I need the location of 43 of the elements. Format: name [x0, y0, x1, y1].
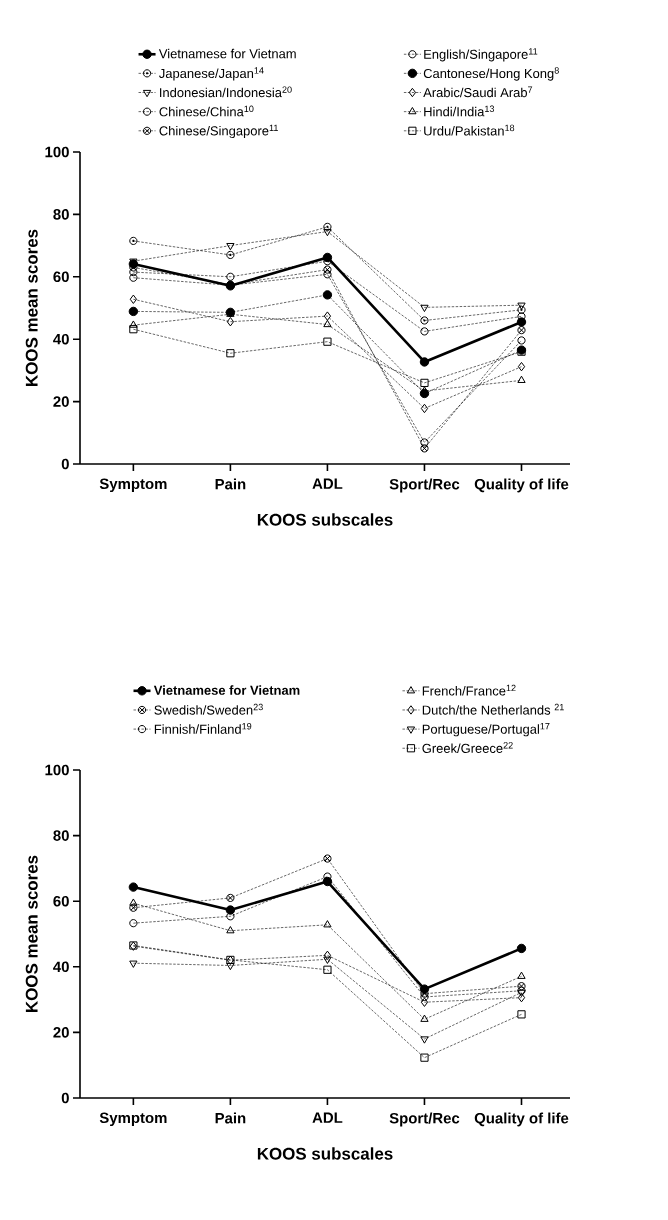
- y-axis-title: KOOS mean scores: [25, 855, 38, 1012]
- y-axis-title: KOOS mean scores: [25, 229, 38, 386]
- legend-label: Portuguese/Portugal$^{17}$: [422, 723, 550, 737]
- x-axis-title: KOOS subscales: [257, 1147, 393, 1160]
- legend-label: Swedish/Sweden$^{23}$: [154, 703, 263, 715]
- y-tick-label: 100: [45, 764, 69, 776]
- legend-label: Cantonese/Hong Kong$^{8}$: [423, 67, 559, 81]
- legend-label: Hindi/India$^{13}$: [424, 105, 495, 117]
- x-tick-label: ADL: [312, 1112, 343, 1123]
- y-tick-label: 20: [53, 396, 69, 407]
- y-tick-label: 40: [53, 961, 69, 973]
- legend-label: Dutch/the Netherlands $^{21}$: [422, 703, 564, 715]
- x-tick-label: Sport/Rec: [389, 1112, 460, 1127]
- x-tick-label: Pain: [215, 1112, 246, 1124]
- x-tick-label: Quality of life: [474, 478, 569, 493]
- legend-label: Chinese/China$^{10}$: [159, 105, 254, 117]
- y-tick-label: 0: [61, 1092, 69, 1104]
- y-tick-label: 0: [61, 458, 69, 470]
- x-axis-title: KOOS subscales: [257, 513, 393, 526]
- y-tick-label: 20: [53, 1027, 69, 1038]
- y-tick-label: 60: [53, 895, 69, 907]
- y-tick-label: 80: [53, 209, 69, 220]
- legend-label: English/Singapore$^{11}$: [424, 48, 538, 62]
- x-tick-label: Sport/Rec: [389, 478, 460, 493]
- x-tick-label: Pain: [215, 478, 246, 490]
- legend-label: Finnish/Finland$^{19}$: [154, 723, 252, 734]
- y-tick-label: 40: [53, 333, 69, 345]
- legend-label: Arabic/Saudi Arab$^{7}$: [423, 86, 533, 98]
- legend-label: Urdu/Pakistan$^{18}$: [424, 124, 515, 136]
- legend-label: Greek/Greece$^{22}$: [422, 742, 513, 753]
- legend-label: Vietnamese for Vietnam: [153, 685, 300, 695]
- legend-label: Japanese/Japan$^{14}$: [159, 67, 264, 81]
- legend-label: Vietnamese for Vietnam: [158, 48, 296, 59]
- legend-label: Chinese/Singapore$^{11}$: [159, 124, 278, 139]
- legend-label: French/France$^{12}$: [422, 684, 516, 696]
- legend-label: Indonesian/Indonesia$^{20}$: [160, 86, 292, 98]
- x-tick-label: Symptom: [99, 478, 167, 493]
- y-tick-label: 80: [53, 830, 69, 841]
- y-tick-label: 100: [45, 146, 69, 158]
- x-tick-label: Quality of life: [474, 1112, 569, 1127]
- y-tick-label: 60: [53, 271, 69, 283]
- x-tick-label: Symptom: [99, 1112, 167, 1127]
- x-tick-label: ADL: [312, 478, 343, 489]
